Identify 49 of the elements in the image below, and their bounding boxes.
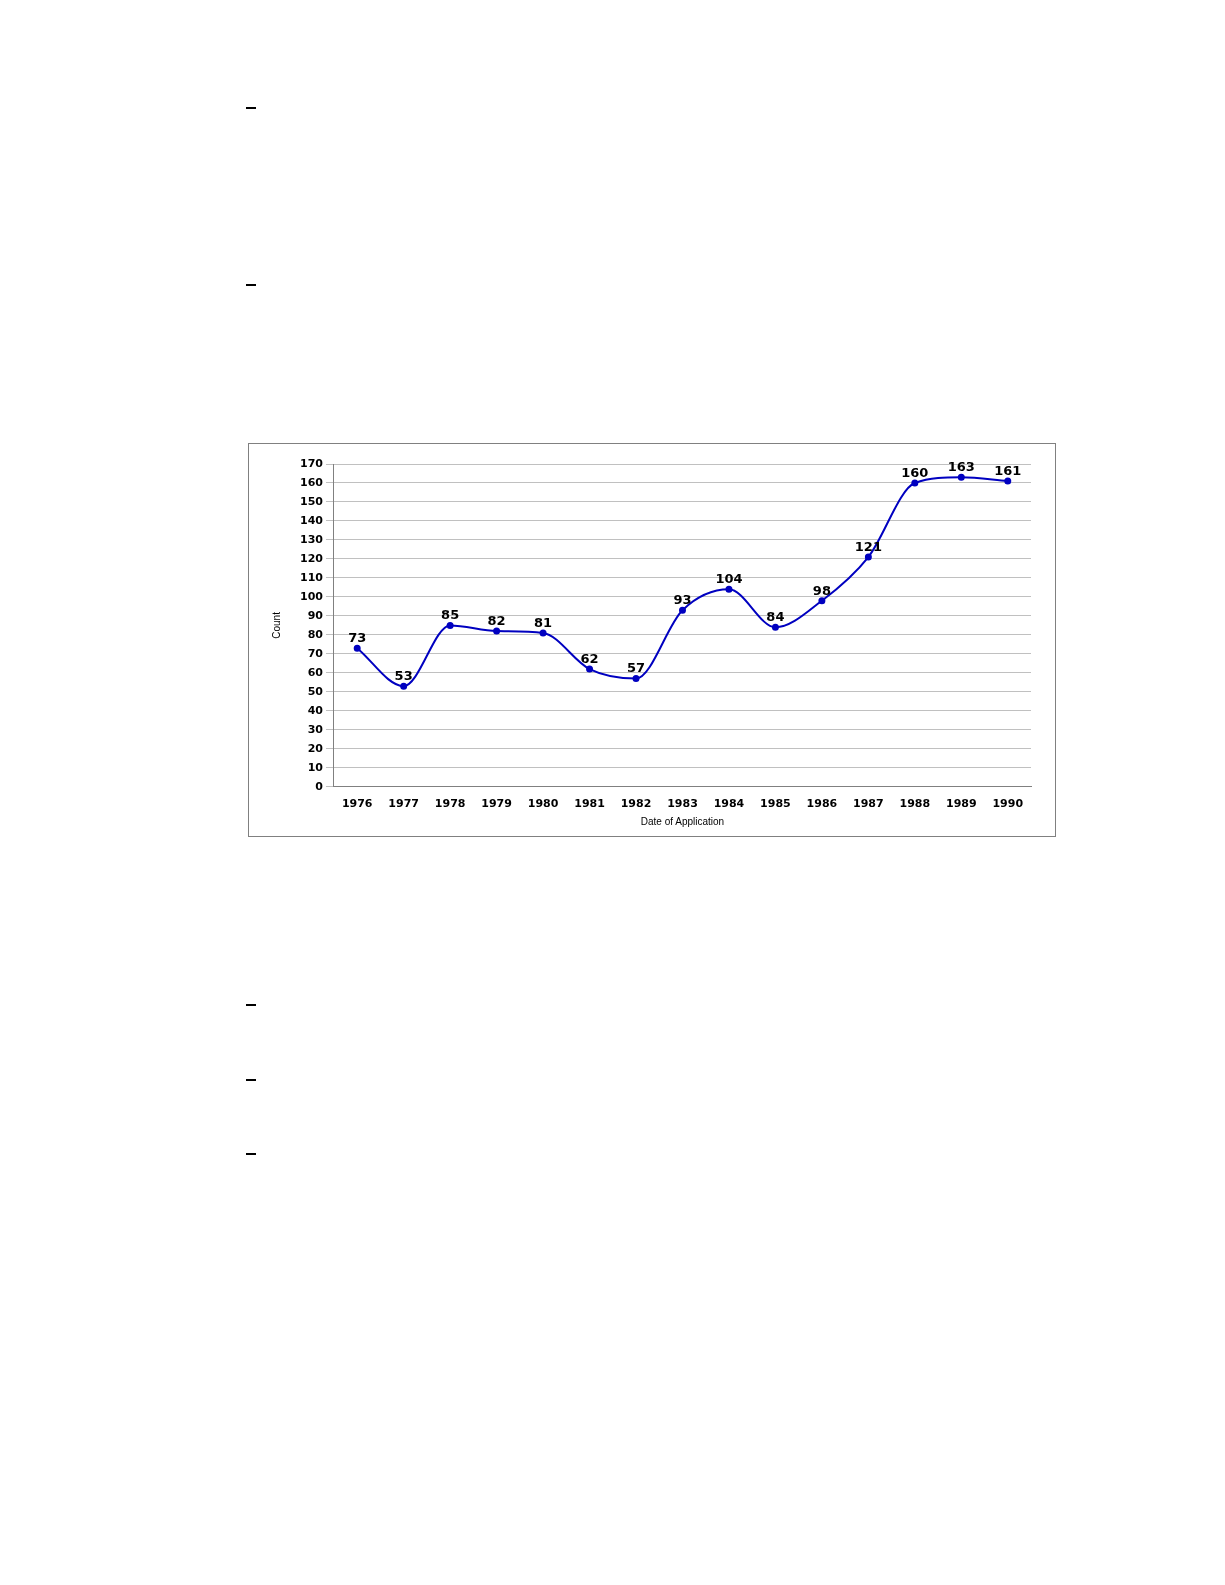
x-tick-label: 1981 xyxy=(574,797,605,811)
x-tick-label: 1984 xyxy=(713,797,745,811)
y-tick-label: 170 xyxy=(299,456,324,470)
y-tick-label: 70 xyxy=(307,646,324,660)
x-tick-label: 1982 xyxy=(620,797,652,811)
x-tick-label: 1985 xyxy=(760,797,791,811)
x-tick-label: 1988 xyxy=(899,797,931,811)
y-tick-label: 110 xyxy=(299,570,324,584)
y-tick-label: 60 xyxy=(307,665,324,679)
data-label: 82 xyxy=(487,612,506,628)
data-label: 53 xyxy=(394,668,413,684)
data-label: 163 xyxy=(947,459,975,475)
x-tick-label: 1979 xyxy=(481,797,512,811)
y-tick-label: 130 xyxy=(299,532,324,546)
y-tick-label: 140 xyxy=(299,513,324,527)
x-tick-label: 1986 xyxy=(806,797,838,811)
y-axis-title: Count xyxy=(270,611,282,639)
y-tick-label: 10 xyxy=(307,760,324,774)
x-tick-label: 1977 xyxy=(388,797,419,811)
y-tick-label: 20 xyxy=(307,741,324,755)
data-label: 62 xyxy=(580,650,599,666)
x-tick-label: 1983 xyxy=(667,797,698,811)
x-tick-label: 1976 xyxy=(341,797,373,811)
y-tick-label: 160 xyxy=(299,475,324,489)
data-label: 84 xyxy=(766,609,785,625)
y-tick-label: 80 xyxy=(307,627,324,641)
x-tick-label: 1989 xyxy=(945,797,977,811)
y-tick-label: 150 xyxy=(299,494,324,508)
y-tick-label: 50 xyxy=(307,684,324,698)
y-tick-label: 40 xyxy=(307,703,324,717)
data-label: 160 xyxy=(901,464,929,480)
data-label: 57 xyxy=(626,660,646,676)
x-axis-title: Date of Application xyxy=(640,815,725,827)
y-tick-label: 100 xyxy=(299,589,324,603)
data-label: 98 xyxy=(812,582,831,598)
data-label: 85 xyxy=(441,607,460,623)
y-tick-label: 0 xyxy=(315,779,324,793)
y-tick-label: 120 xyxy=(299,551,324,565)
data-label: 93 xyxy=(673,592,692,608)
x-tick-label: 1990 xyxy=(992,797,1024,811)
x-tick-label: 1980 xyxy=(527,797,559,811)
data-label: 104 xyxy=(715,571,743,587)
y-tick-label: 90 xyxy=(307,608,324,622)
data-label: 161 xyxy=(994,462,1022,478)
data-label: 73 xyxy=(348,630,367,646)
x-tick-label: 1987 xyxy=(853,797,884,811)
x-tick-label: 1978 xyxy=(434,797,466,811)
data-label: 81 xyxy=(534,614,553,630)
y-tick-label: 30 xyxy=(307,722,324,736)
